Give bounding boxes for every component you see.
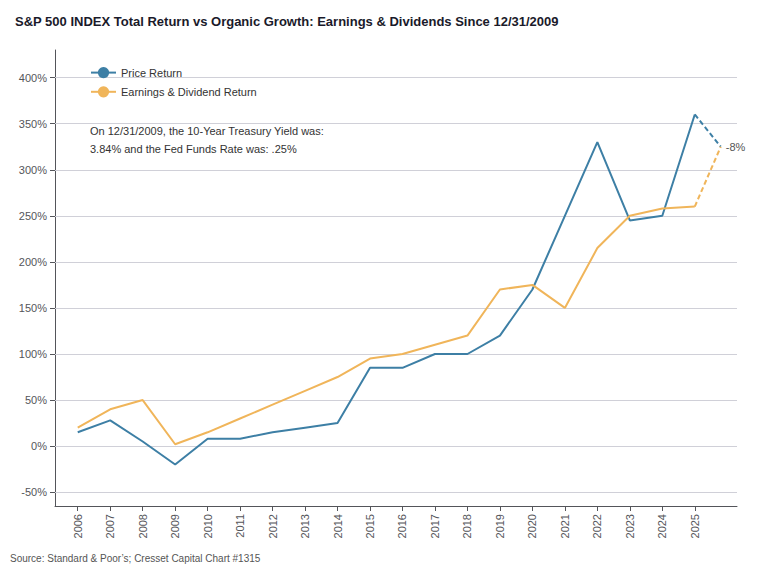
svg-text:2021: 2021 (559, 514, 571, 538)
svg-text:2011: 2011 (234, 514, 246, 538)
svg-text:2006: 2006 (72, 514, 84, 538)
svg-text:2012: 2012 (267, 514, 279, 538)
svg-text:350%: 350% (19, 118, 47, 130)
svg-text:2015: 2015 (364, 514, 376, 538)
svg-text:2018: 2018 (461, 514, 473, 538)
svg-text:-50%: -50% (21, 486, 47, 498)
svg-text:2025: 2025 (689, 514, 701, 538)
svg-text:200%: 200% (19, 256, 47, 268)
svg-text:2024: 2024 (656, 514, 668, 538)
svg-text:On 12/31/2009, the 10-Year Tre: On 12/31/2009, the 10-Year Treasury Yiel… (90, 125, 324, 137)
svg-text:2017: 2017 (429, 514, 441, 538)
svg-text:-8%: -8% (726, 141, 746, 153)
svg-text:3.84% and the Fed Funds Rate w: 3.84% and the Fed Funds Rate was: .25% (90, 143, 297, 155)
svg-text:2009: 2009 (169, 514, 181, 538)
svg-text:Source: Standard & Poor’s; Cre: Source: Standard & Poor’s; Cresset Capit… (10, 553, 261, 564)
svg-text:Earnings & Dividend Return: Earnings & Dividend Return (121, 86, 257, 98)
svg-text:250%: 250% (19, 210, 47, 222)
svg-text:Price Return: Price Return (121, 67, 182, 79)
svg-text:2023: 2023 (624, 514, 636, 538)
svg-text:100%: 100% (19, 348, 47, 360)
svg-text:400%: 400% (19, 72, 47, 84)
svg-text:0%: 0% (31, 440, 47, 452)
svg-text:2022: 2022 (591, 514, 603, 538)
svg-text:300%: 300% (19, 164, 47, 176)
svg-text:150%: 150% (19, 302, 47, 314)
svg-text:50%: 50% (25, 394, 47, 406)
svg-text:2016: 2016 (396, 514, 408, 538)
svg-text:2007: 2007 (104, 514, 116, 538)
svg-text:2013: 2013 (299, 514, 311, 538)
svg-text:2008: 2008 (137, 514, 149, 538)
svg-text:2020: 2020 (526, 514, 538, 538)
svg-text:S&P 500 INDEX Total Return vs: S&P 500 INDEX Total Return vs Organic Gr… (15, 14, 559, 29)
svg-text:2014: 2014 (332, 514, 344, 538)
svg-text:2019: 2019 (494, 514, 506, 538)
svg-text:2010: 2010 (202, 514, 214, 538)
